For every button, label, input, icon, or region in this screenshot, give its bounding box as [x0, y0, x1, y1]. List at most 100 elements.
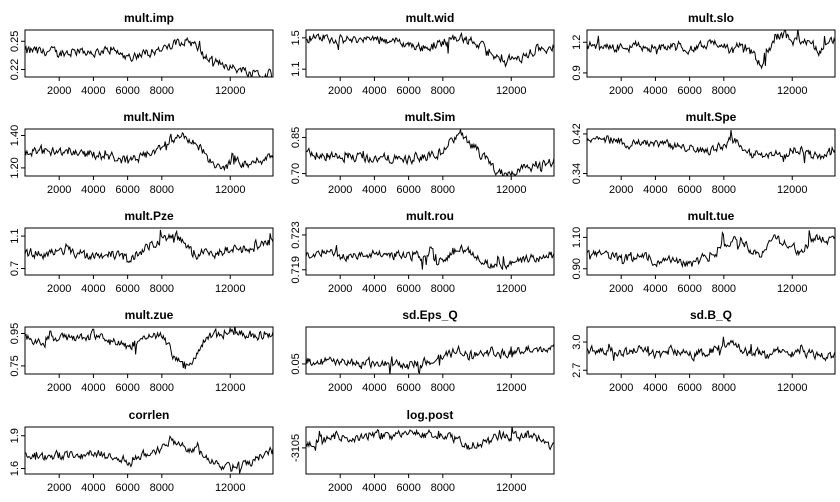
x-tick-label: 4000 — [643, 283, 667, 295]
panel-title: corrlen — [129, 408, 170, 422]
x-tick-label: 12000 — [215, 283, 246, 295]
panel-mult-slo: mult.slo 2000 4000 6000 8000 12000 0.9 1.2 — [571, 11, 836, 97]
x-tick-label: 12000 — [777, 85, 808, 97]
x-tick-label: 2000 — [609, 283, 633, 295]
x-tick-label: 6000 — [396, 482, 420, 494]
x-tick-label: 4000 — [81, 283, 105, 295]
y-tick-label: 0.22 — [9, 59, 21, 80]
x-tick-label: 6000 — [396, 283, 420, 295]
x-tick-label: 12000 — [496, 184, 527, 196]
x-tick-label: 12000 — [496, 382, 527, 394]
x-tick-label: 12000 — [496, 283, 527, 295]
panel-mult-pze: mult.Pze 2000 4000 6000 8000 12000 0.7 1.1 — [9, 209, 274, 295]
x-tick-label: 6000 — [115, 184, 139, 196]
x-tick-label: 8000 — [431, 283, 455, 295]
panel-title: mult.tue — [688, 209, 735, 223]
trace-line-log-post — [306, 427, 554, 451]
panel-sd-b-q: sd.B_Q 2000 4000 6000 8000 12000 2.7 3.0 — [571, 308, 836, 394]
panel-title: mult.Nim — [123, 110, 174, 124]
y-tick-label: 1.6 — [9, 461, 21, 476]
y-tick-label: 0.9 — [571, 65, 583, 80]
y-tick-label: 0.85 — [290, 127, 302, 148]
plot-frame — [305, 326, 555, 375]
panel-title: log.post — [407, 408, 454, 422]
panel-sd-eps-q: sd.Eps_Q 2000 4000 6000 8000 12000 0.05 — [290, 308, 555, 394]
x-tick-label: 4000 — [362, 482, 386, 494]
plot-frame — [586, 128, 836, 177]
plot-frame — [24, 227, 274, 276]
x-tick-label: 2000 — [328, 482, 352, 494]
y-tick-label: 2.7 — [571, 363, 583, 378]
panel-log-post: log.post 2000 4000 6000 8000 12000 -3105 — [290, 408, 555, 494]
y-tick-label: 1.1 — [290, 62, 302, 77]
trace-line-sd-b-q — [587, 336, 835, 363]
y-tick-label: 1.10 — [571, 227, 583, 248]
x-tick-label: 2000 — [609, 85, 633, 97]
x-tick-label: 12000 — [777, 283, 808, 295]
x-tick-label: 8000 — [712, 85, 736, 97]
y-tick-label: 0.25 — [9, 31, 21, 52]
y-tick-label: 0.05 — [290, 353, 302, 374]
plot-frame — [305, 128, 555, 177]
plot-frame — [24, 326, 274, 375]
panel-title: mult.slo — [688, 11, 734, 25]
x-tick-label: 2000 — [328, 283, 352, 295]
plot-frame — [586, 29, 836, 78]
trace-line-corrlen — [25, 434, 273, 474]
y-tick-label: 1.9 — [9, 428, 21, 443]
panel-corrlen: corrlen 2000 4000 6000 8000 12000 1.6 1.9 — [9, 408, 274, 494]
panel-mult-zue: mult.zue 2000 4000 6000 8000 12000 0.75 0.95 — [9, 308, 274, 394]
x-tick-label: 2000 — [609, 382, 633, 394]
panel-title: mult.Pze — [124, 209, 174, 223]
y-tick-label: 0.34 — [571, 163, 583, 184]
panel-title: sd.Eps_Q — [402, 308, 457, 322]
x-tick-label: 8000 — [431, 85, 455, 97]
x-tick-label: 6000 — [396, 85, 420, 97]
trace-line-mult-wid — [306, 31, 554, 68]
y-tick-label: 0.95 — [9, 323, 21, 344]
x-tick-label: 12000 — [496, 85, 527, 97]
y-tick-label: 1.2 — [571, 35, 583, 50]
x-tick-label: 6000 — [677, 85, 701, 97]
y-tick-label: 1.20 — [9, 157, 21, 178]
x-tick-label: 4000 — [643, 184, 667, 196]
x-tick-label: 12000 — [215, 85, 246, 97]
y-tick-label: 0.42 — [571, 123, 583, 144]
x-tick-label: 4000 — [362, 283, 386, 295]
x-tick-label: 2000 — [47, 382, 71, 394]
x-tick-label: 4000 — [81, 184, 105, 196]
trace-line-mult-imp — [25, 36, 273, 77]
trace-line-mult-slo — [587, 30, 835, 70]
panel-mult-spe: mult.Spe 2000 4000 6000 8000 12000 0.34 0.42 — [571, 110, 836, 196]
plot-frame — [305, 29, 555, 78]
x-tick-label: 8000 — [150, 382, 174, 394]
x-tick-label: 8000 — [150, 184, 174, 196]
panel-mult-nim: mult.Nim 2000 4000 6000 8000 12000 1.20 1.40 — [9, 110, 274, 196]
x-tick-label: 12000 — [215, 184, 246, 196]
plot-frame — [24, 128, 274, 177]
x-tick-label: 12000 — [215, 482, 246, 494]
panel-mult-tue: mult.tue 2000 4000 6000 8000 12000 0.90 1.10 — [571, 209, 836, 295]
x-tick-label: 8000 — [712, 382, 736, 394]
x-tick-label: 4000 — [81, 482, 105, 494]
panel-title: mult.wid — [406, 11, 455, 25]
x-tick-label: 6000 — [115, 283, 139, 295]
trace-line-mult-nim — [25, 132, 273, 172]
y-tick-label: -3105 — [290, 434, 302, 462]
x-tick-label: 6000 — [115, 382, 139, 394]
panel-title: mult.zue — [125, 308, 174, 322]
x-tick-label: 4000 — [362, 184, 386, 196]
x-tick-label: 8000 — [431, 382, 455, 394]
x-tick-label: 2000 — [47, 85, 71, 97]
x-tick-label: 8000 — [431, 482, 455, 494]
trace-line-mult-zue — [25, 327, 273, 370]
x-tick-label: 4000 — [362, 85, 386, 97]
y-tick-label: 0.723 — [290, 221, 302, 249]
y-tick-label: 0.719 — [290, 256, 302, 284]
trace-line-sd-eps-q — [306, 343, 554, 374]
y-tick-label: 1.40 — [9, 125, 21, 146]
x-tick-label: 8000 — [150, 283, 174, 295]
panel-mult-rou: mult.rou 2000 4000 6000 8000 12000 0.719 0.723 — [290, 209, 555, 295]
plot-frame — [305, 227, 555, 276]
